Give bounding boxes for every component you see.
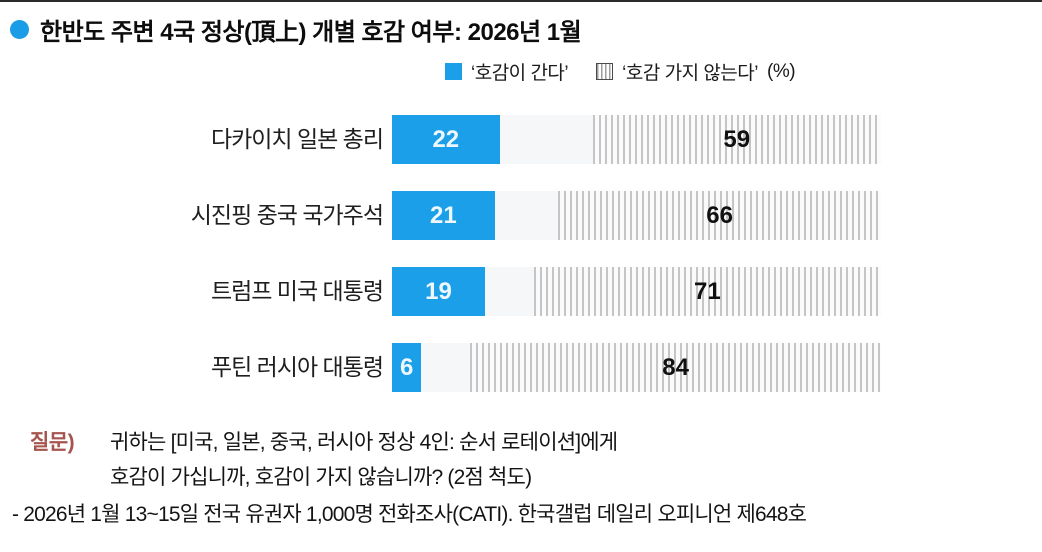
question-prefix: 질문): [30, 431, 75, 454]
legend-unit-label: (%): [767, 60, 796, 82]
unfavor-bar: 59: [592, 115, 881, 164]
question-line-2: 호감이 가십니까, 호감이 가지 않습니까? (2점 척도): [110, 466, 532, 489]
bar-track: 6 84: [392, 343, 881, 392]
bar-track: 21 66: [392, 191, 881, 240]
chart-header: 한반도 주변 4국 정상(頂上) 개별 호감 여부: 2026년 1월: [10, 12, 582, 47]
row-label: 트럼프 미국 대통령: [210, 278, 384, 304]
row-label: 시진핑 중국 국가주석: [190, 202, 384, 228]
legend-unfavor-label: ‘호감 가지 않는다’: [622, 63, 758, 84]
bar-chart: 다카이치 일본 총리 22 59 시진핑 중국 국가주석 21 66 트럼프 미…: [0, 115, 1042, 415]
chart-row: 시진핑 중국 국가주석 21 66: [0, 191, 1042, 240]
unfavor-bar: 71: [533, 267, 881, 316]
question-line-1: 귀하는 [미국, 일본, 중국, 러시아 정상 4인: 순서 로테이션]에게: [110, 431, 618, 454]
favor-bar: 21: [392, 191, 495, 240]
source-line: - 2026년 1월 13~15일 전국 유권자 1,000명 전화조사(CAT…: [12, 503, 807, 526]
row-label: 푸틴 러시아 대통령: [210, 354, 384, 380]
chart-row: 푸틴 러시아 대통령 6 84: [0, 343, 1042, 392]
legend-favor-label: ‘호감이 간다’: [471, 63, 569, 84]
legend-favor-swatch: [445, 63, 462, 80]
favor-bar: 6: [392, 343, 422, 392]
chart-legend: ‘호감이 간다’ ‘호감 가지 않는다’ (%): [445, 58, 796, 85]
bar-track: 22 59: [392, 115, 881, 164]
unfavor-bar: 84: [470, 343, 881, 392]
unfavor-bar: 66: [558, 191, 881, 240]
row-label: 다카이치 일본 총리: [210, 126, 384, 152]
favor-bar: 22: [392, 115, 500, 164]
legend-unfavor-swatch: [596, 63, 614, 80]
favor-bar: 19: [392, 267, 485, 316]
top-border-line: [0, 0, 1042, 2]
chart-row: 다카이치 일본 총리 22 59: [0, 115, 1042, 164]
page-title: 한반도 주변 4국 정상(頂上) 개별 호감 여부: 2026년 1월: [40, 19, 582, 46]
bullet-icon: [10, 20, 29, 39]
bar-track: 19 71: [392, 267, 881, 316]
chart-row: 트럼프 미국 대통령 19 71: [0, 267, 1042, 316]
